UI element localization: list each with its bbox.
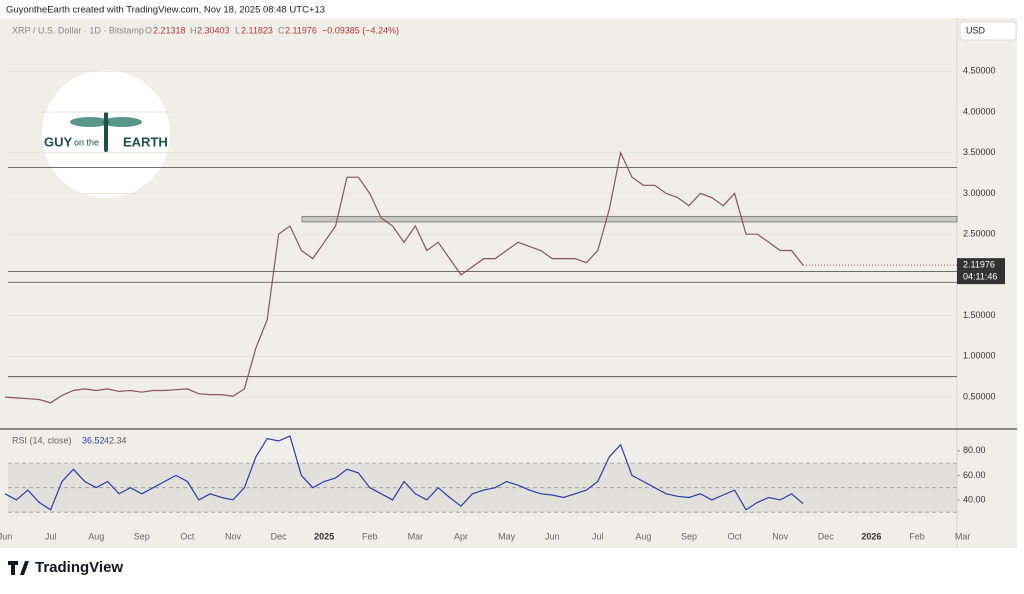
logo: GUY on the EARTH — [42, 70, 170, 198]
credit: GuyontheEarth created with TradingView.c… — [6, 5, 325, 16]
x-tick-label: Mar — [955, 531, 971, 541]
y-tick-label: 80.00 — [963, 445, 986, 455]
x-tick-label: Jul — [592, 531, 604, 541]
x-tick-label: Feb — [362, 531, 378, 541]
y-tick-label: 2.50000 — [963, 229, 996, 239]
series-line — [4, 150, 804, 404]
x-tick-label: Oct — [728, 531, 743, 541]
y-tick-label: 1.00000 — [963, 351, 996, 361]
y-tick-label: 1.50000 — [963, 310, 996, 320]
y-tick-label: 3.50000 — [963, 147, 996, 157]
open: 2.21318 — [153, 25, 186, 35]
x-tick-label: 2025 — [314, 531, 334, 541]
currency: USD — [966, 25, 986, 35]
x-tick-label: Jun — [545, 531, 560, 541]
x-tick-label: Dec — [271, 531, 288, 541]
logo-wing — [102, 117, 142, 127]
y-tick-label: 0.50000 — [963, 391, 996, 401]
x-tick-label: Jul — [45, 531, 57, 541]
x-tick-label: Jun — [0, 531, 12, 541]
logo-text: EARTH — [123, 134, 168, 149]
close: 2.11976 — [285, 25, 317, 35]
high: 2.30403 — [197, 25, 230, 35]
brand: TradingView — [35, 559, 123, 576]
x-tick-label: Apr — [454, 531, 468, 541]
y-tick-label: 3.00000 — [963, 188, 996, 198]
series-line — [4, 435, 804, 511]
x-tick-label: Nov — [225, 531, 242, 541]
x-tick-label: Aug — [88, 531, 104, 541]
high-label: H — [190, 25, 197, 35]
low: 2.11823 — [241, 25, 273, 35]
footer: TradingView — [8, 559, 123, 576]
change: −0.09385 (−4.24%) — [322, 25, 399, 35]
rsi-ma-value: 42.34 — [104, 435, 127, 445]
x-tick-label: Nov — [772, 531, 789, 541]
y-tick-label: 60.00 — [963, 470, 986, 480]
rsi-title: RSI (14, close) — [12, 435, 72, 445]
last-price: 2.11976 — [963, 260, 995, 270]
last-price-box — [957, 258, 1005, 285]
logo-text: on the — [74, 137, 99, 147]
x-tick-label: Oct — [180, 531, 195, 541]
y-tick-label: 4.00000 — [963, 106, 996, 116]
rsi-value: 36.52 — [82, 435, 105, 445]
x-tick-label: Dec — [818, 531, 835, 541]
low-label: L — [235, 25, 240, 35]
x-tick-label: Mar — [408, 531, 424, 541]
x-tick-label: 2026 — [861, 531, 881, 541]
y-tick-label: 40.00 — [963, 494, 986, 504]
close-label: C — [278, 25, 285, 35]
logo-wing — [70, 117, 110, 127]
x-tick-label: Sep — [134, 531, 150, 541]
zone — [301, 215, 958, 223]
symbol: XRP / U.S. Dollar · 1D · Bitstamp — [12, 25, 144, 35]
x-tick-label: Aug — [635, 531, 651, 541]
chart-area — [0, 18, 1017, 548]
brand-icon — [8, 561, 29, 575]
x-tick-label: Feb — [909, 531, 925, 541]
open-label: O — [145, 25, 152, 35]
logo-body — [104, 112, 108, 152]
legend: XRP / U.S. Dollar · 1D · Bitstamp O 2.21… — [12, 25, 399, 35]
x-tick-label: Sep — [681, 531, 697, 541]
countdown: 04:11:46 — [963, 272, 997, 282]
x-tick-label: May — [498, 531, 516, 541]
rsi-band — [8, 463, 957, 513]
y-tick-label: 4.50000 — [963, 66, 996, 76]
currency-box[interactable] — [959, 21, 1017, 41]
logo-text: GUY — [44, 134, 73, 149]
